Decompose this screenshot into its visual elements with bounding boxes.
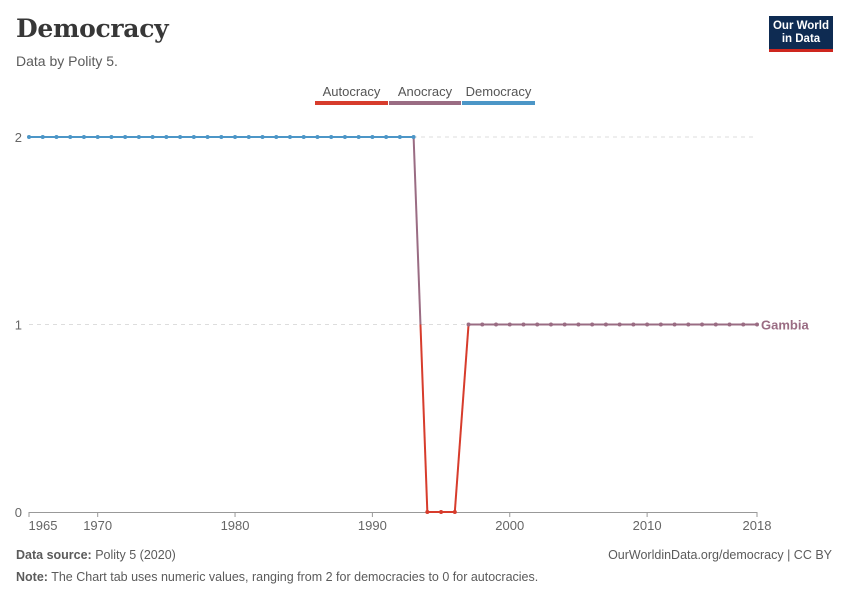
data-point-1966 [40,135,45,139]
chart-title: Democracy [16,14,169,43]
legend-swatch-autocracy [315,101,388,105]
footer-url[interactable]: OurWorldinData.org/democracy | CC BY [608,548,832,562]
data-point-1976 [178,135,183,139]
series-segment-1996-0 [453,324,470,513]
y-axis: 0 1 2 [15,130,22,520]
series-labels[interactable]: Gambia [761,318,809,333]
data-point-2000 [507,322,512,327]
data-point-2007 [603,322,608,327]
data-point-1992 [397,135,402,139]
data-point-2016 [727,322,732,327]
data-point-1987 [329,135,334,139]
data-point-1965 [27,135,31,139]
chart-subtitle: Data by Polity 5. [16,53,118,69]
x-axis: 1965 1970 1980 1990 2000 2010 2018 [28,512,772,533]
data-point-1978 [205,135,210,139]
y-tick-label-1: 1 [15,318,22,333]
data-source: Data source: Polity 5 (2020) [16,548,176,562]
x-tick-label-1980: 1980 [221,518,250,533]
data-point-1995 [439,510,444,514]
data-point-1971 [109,135,114,139]
data-point-1968 [68,135,73,139]
series-segment-1993-1 [419,324,429,513]
logo-line-1: Our World [772,20,829,32]
data-point-2009 [631,322,636,327]
source-label: Data source: [16,548,92,562]
chart-note: Note: The Chart tab uses numeric values,… [16,570,538,584]
data-point-1977 [191,135,196,139]
legend-swatch-democracy [462,101,535,105]
legend-swatch-anocracy [389,101,461,105]
data-point-1990 [370,135,375,139]
data-point-2001 [521,322,526,327]
data-point-1981 [246,135,251,139]
data-point-2003 [548,322,553,327]
data-point-1974 [150,135,155,139]
series-points [27,135,759,514]
data-point-2013 [686,322,691,327]
y-tick-label-0: 0 [15,505,22,520]
legend-label-autocracy: Autocracy [323,84,381,99]
data-point-1967 [54,135,59,139]
note-label: Note: [16,570,48,584]
data-point-1986 [315,135,320,139]
legend-label-democracy: Democracy [466,84,532,99]
data-point-1970 [95,135,100,139]
x-tick-label-1965: 1965 [29,518,58,533]
x-tick-label-1990: 1990 [358,518,387,533]
data-point-1985 [301,135,306,139]
data-point-1996 [452,510,457,514]
data-point-2008 [617,322,622,327]
grid-lines [29,136,757,325]
data-point-1982 [260,135,265,139]
data-point-2017 [741,322,746,327]
data-point-1980 [233,135,238,139]
data-point-1984 [287,135,292,139]
data-point-1991 [384,135,389,139]
data-point-1983 [274,135,279,139]
note-value: The Chart tab uses numeric values, rangi… [51,570,539,584]
data-point-2002 [535,322,540,327]
x-tick-label-2018: 2018 [743,518,772,533]
data-point-1969 [81,135,86,139]
source-value[interactable]: Polity 5 (2020) [95,548,176,562]
data-point-2015 [713,322,718,327]
series-segment-1993-0 [412,136,422,325]
legend-label-anocracy: Anocracy [398,84,453,99]
data-point-1975 [164,135,169,139]
data-point-2004 [562,322,567,327]
data-point-1988 [342,135,347,139]
data-point-2010 [645,322,650,327]
data-point-1999 [494,322,499,327]
data-point-1997 [466,322,471,327]
y-tick-label-2: 2 [15,130,22,145]
x-tick-label-2000: 2000 [495,518,524,533]
data-point-2014 [700,322,705,327]
data-point-2006 [590,322,595,327]
data-point-1994 [425,510,430,514]
x-tick-label-1970: 1970 [83,518,112,533]
data-point-2011 [658,322,663,327]
x-tick-label-2010: 2010 [633,518,662,533]
data-point-1998 [480,322,485,327]
data-point-1989 [356,135,361,139]
line-chart: Autocracy Anocracy Democracy 012 1965 1970 1… [15,84,810,533]
owid-logo[interactable]: Our World in Data [769,16,833,52]
data-point-1979 [219,135,224,139]
data-point-2005 [576,322,581,327]
legend[interactable]: Autocracy Anocracy Democracy [315,84,535,105]
data-point-2018 [755,322,759,327]
data-point-1993 [411,135,416,139]
series-label-gambia: Gambia [761,318,809,333]
data-point-1973 [136,135,141,139]
series-lines [29,136,757,513]
data-point-2012 [672,322,677,327]
data-point-1972 [123,135,128,139]
logo-line-2: in Data [781,33,821,45]
